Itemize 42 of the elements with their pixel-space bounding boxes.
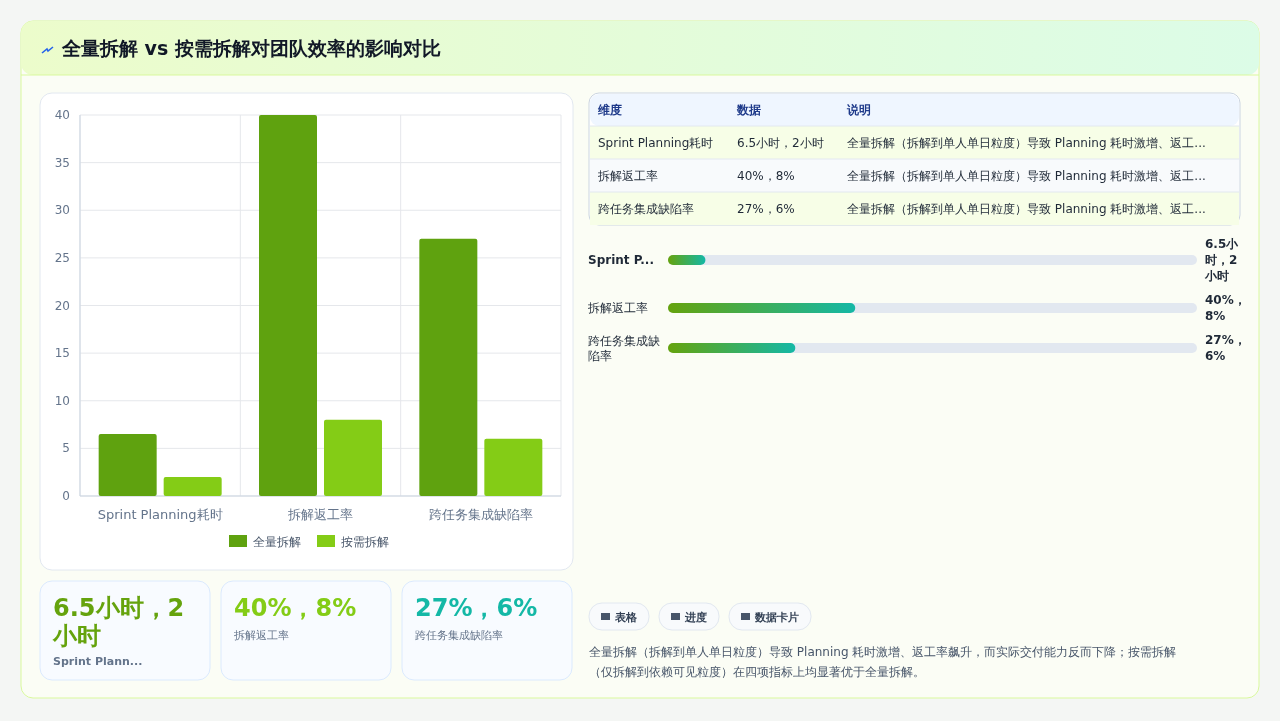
text: 表格 — [614, 611, 638, 624]
text: 全量拆解（拆解到单人单日粒度）导致 Planning 耗时激增、返工率飙升，而实际交付能力反而下降；按需拆解（仅拆解到依赖可见粒度）在四项指标上均显著优于全量拆解。 — [589, 645, 1177, 679]
text: 27%，6% — [1205, 333, 1246, 363]
text: 6.5小时，2小时 — [737, 136, 824, 150]
chart-title: 全量拆解 vs 按需拆解对团队效率的影响对比 — [61, 37, 441, 59]
legend-label: 按需拆解 — [341, 535, 389, 549]
text: 27%，6% — [737, 202, 795, 216]
x-tick-label: Sprint Planning耗时 — [97, 507, 223, 522]
text: 维度 — [597, 103, 622, 117]
text: 全量拆解（拆解到单人单日粒度）导致 Planning 耗时激增、返工... — [847, 169, 1206, 183]
y-tick-label: 35 — [54, 155, 70, 170]
text: Sprint Planning耗时 — [598, 136, 714, 150]
text: 进度 — [684, 611, 707, 624]
y-tick-label: 30 — [54, 203, 70, 218]
x-tick-label: 拆解返工率 — [287, 507, 353, 522]
y-tick-label: 5 — [62, 441, 70, 456]
text: Sprint Plann... — [53, 655, 143, 668]
text: 6.5小时，2小时 — [52, 594, 185, 650]
y-tick-label: 拆解返工率 — [587, 301, 648, 315]
text: 跨任务集成缺陷率 — [415, 629, 503, 642]
legend-label: 全量拆解 — [253, 535, 301, 549]
text: 拆解返工率 — [233, 629, 289, 642]
y-tick-label: 20 — [54, 298, 70, 313]
text: 数据卡片 — [754, 611, 799, 624]
text: 40%，8% — [234, 594, 357, 622]
text: 跨任务集成缺陷率 — [598, 202, 694, 216]
text: 40%，8% — [737, 169, 795, 183]
y-tick-label: 25 — [54, 250, 70, 265]
y-tick-label: 40 — [54, 108, 70, 122]
y-tick-label: 15 — [54, 346, 70, 361]
y-tick-label: Sprint P... — [588, 253, 654, 267]
text: 6.5小时，2小时 — [1204, 237, 1240, 283]
text: 40%，8% — [1205, 293, 1246, 323]
text: 数据 — [736, 103, 761, 117]
text: 全量拆解（拆解到单人单日粒度）导致 Planning 耗时激增、返工... — [847, 136, 1206, 150]
text: 27%，6% — [415, 594, 538, 622]
y-tick-label: 0 — [62, 489, 70, 503]
y-tick-label: 10 — [54, 393, 70, 408]
text: 说明 — [846, 103, 871, 117]
y-tick-label: 跨任务集成缺陷率 — [588, 333, 660, 363]
text: 全量拆解（拆解到单人单日粒度）导致 Planning 耗时激增、返工... — [847, 202, 1206, 216]
x-tick-label: 跨任务集成缺陷率 — [428, 507, 533, 522]
